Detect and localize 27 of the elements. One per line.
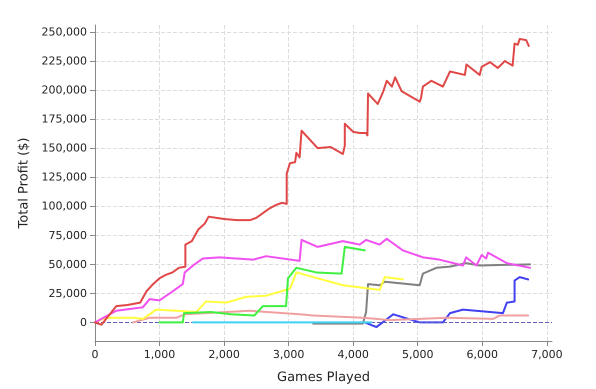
line-series	[132, 310, 530, 324]
x-tick-label: 0	[92, 348, 98, 361]
y-tick-label: 150,000	[42, 142, 87, 155]
line-series	[364, 276, 530, 328]
x-tick-label: 2,000	[208, 348, 240, 361]
y-tick-label: 25,000	[48, 286, 87, 300]
x-tick-label: 7,000	[531, 348, 563, 361]
line-series	[94, 38, 530, 326]
y-tick-label: 75,000	[48, 228, 87, 242]
y-tick-label: 250,000	[42, 25, 87, 38]
line-series	[312, 262, 532, 325]
line-series	[158, 246, 366, 324]
y-tick-label: 225,000	[42, 54, 87, 68]
y-tick-label: 175,000	[42, 112, 87, 126]
y-tick-label: 125,000	[42, 170, 87, 184]
y-tick-label: 200,000	[42, 84, 87, 97]
x-tick-label: 6,000	[466, 348, 498, 361]
y-tick-label: 50,000	[48, 258, 87, 271]
y-axis-title: Total Profit ($)	[16, 138, 32, 230]
x-axis-title: Games Played	[277, 370, 370, 385]
x-tick-label: 4,000	[337, 348, 369, 361]
x-tick-label: 5,000	[402, 348, 434, 361]
x-tick-label: 1,000	[144, 348, 176, 361]
line-series	[94, 238, 532, 324]
x-tick-label: 3,000	[272, 348, 304, 361]
y-tick-label: 0	[80, 316, 87, 329]
y-tick-label: 100,000	[42, 200, 87, 213]
